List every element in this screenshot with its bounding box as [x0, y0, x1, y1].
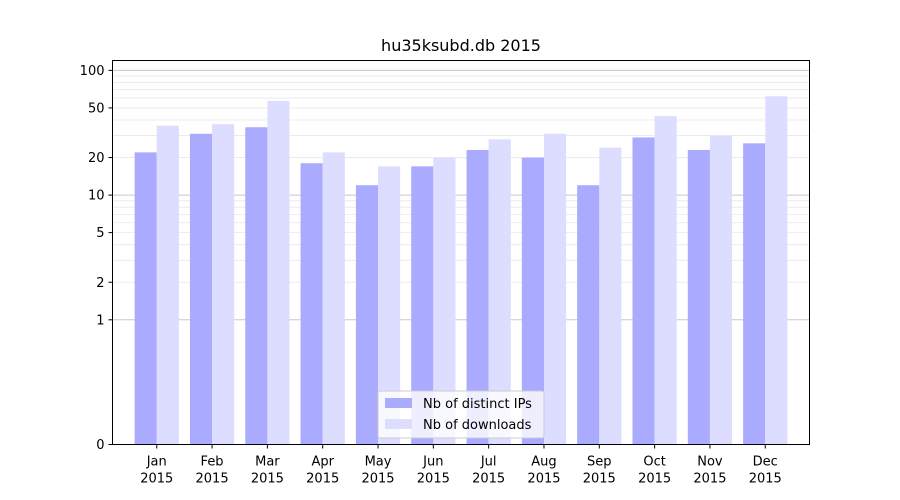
bars-layer — [134, 96, 788, 445]
x-axis: Jan 2015 Feb 2015 Mar 2015 Apr 2015 May 2015 Jun 20… — [140, 444, 782, 487]
x-tick-label-month: Mar — [255, 455, 280, 470]
bar-ips-sep — [577, 185, 600, 445]
bar-ips-may — [355, 185, 379, 445]
bar-ips-jan — [134, 152, 157, 445]
bar-downloads-feb — [212, 124, 235, 445]
x-tick-label-month: Jun — [422, 455, 443, 470]
bar-ips-jun — [411, 166, 434, 445]
bar-downloads-oct — [654, 116, 677, 445]
x-tick-label-month: Oct — [643, 455, 665, 470]
x-tick-label-month: Sep — [587, 455, 612, 470]
bar-downloads-jan — [156, 125, 179, 445]
x-tick-label-month: Nov — [697, 455, 723, 470]
x-tick-label-month: Dec — [753, 455, 778, 470]
x-tick-label-year: 2015 — [638, 472, 671, 487]
bar-ips-oct — [632, 137, 655, 445]
x-tick-label-year: 2015 — [527, 472, 560, 487]
x-tick-label-month: Aug — [531, 455, 556, 470]
x-tick-label-year: 2015 — [693, 472, 726, 487]
x-tick-label-year: 2015 — [140, 472, 173, 487]
y-tick-label: 2 — [96, 276, 104, 291]
legend-label-ips: Nb of distinct IPs — [423, 397, 532, 412]
plot-frame — [112, 60, 810, 445]
bar-downloads-jul — [488, 139, 511, 445]
bar-ips-mar — [245, 127, 268, 445]
legend-box — [377, 390, 545, 439]
y-tick-label: 5 — [96, 226, 104, 241]
bar-downloads-dec — [765, 96, 788, 445]
bar-downloads-sep — [599, 147, 622, 445]
bar-ips-dec — [743, 143, 766, 445]
x-tick-label-year: 2015 — [306, 472, 339, 487]
legend-label-downloads: Nb of downloads — [423, 418, 532, 433]
y-tick-label: 0 — [96, 438, 104, 453]
y-tick-label: 20 — [88, 151, 105, 166]
bar-ips-nov — [687, 149, 710, 445]
legend: Nb of distinct IPs Nb of downloads — [377, 390, 545, 439]
bar-ips-aug — [521, 157, 544, 445]
bar-downloads-nov — [709, 135, 733, 445]
x-tick-label-year: 2015 — [472, 472, 505, 487]
x-tick-label-year: 2015 — [749, 472, 782, 487]
y-axis: 0 1 2 5 10 20 50 100 — [80, 64, 113, 453]
x-tick-label-year: 2015 — [251, 472, 284, 487]
y-tick-label: 100 — [80, 64, 105, 79]
y-tick-label: 50 — [88, 101, 105, 116]
y-tick-label: 10 — [88, 189, 105, 204]
bar-ips-jul — [466, 149, 489, 445]
x-tick-label-month: Feb — [201, 455, 224, 470]
x-tick-label-month: Jan — [146, 455, 167, 470]
x-tick-label-month: Jul — [480, 455, 497, 470]
bar-downloads-may — [378, 166, 401, 445]
x-tick-label-month: May — [365, 455, 392, 470]
bar-ips-apr — [300, 163, 323, 445]
x-tick-label-year: 2015 — [361, 472, 394, 487]
chart-title: hu35ksubd.db 2015 — [381, 36, 541, 55]
bar-downloads-aug — [543, 133, 567, 445]
legend-swatch-downloads — [385, 419, 412, 429]
x-tick-label-month: Apr — [311, 455, 334, 470]
x-tick-label-year: 2015 — [583, 472, 616, 487]
x-tick-label-year: 2015 — [417, 472, 450, 487]
x-tick-label-year: 2015 — [196, 472, 229, 487]
bar-downloads-mar — [267, 100, 290, 445]
bar-downloads-apr — [322, 152, 345, 445]
bar-downloads-jun — [433, 157, 456, 445]
bar-ips-feb — [189, 133, 213, 445]
legend-swatch-ips — [385, 398, 412, 408]
y-tick-label: 1 — [96, 313, 104, 328]
